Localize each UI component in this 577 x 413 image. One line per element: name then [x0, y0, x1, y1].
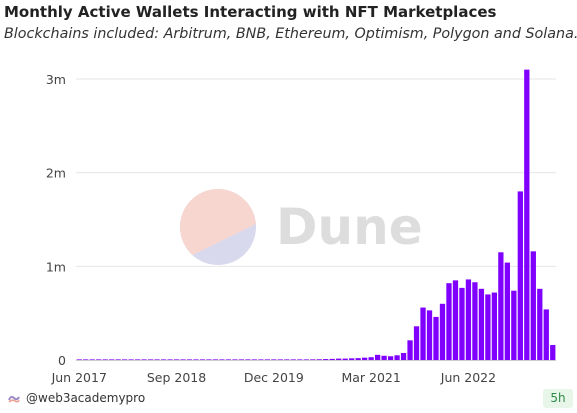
- bar[interactable]: [303, 359, 309, 360]
- dune-logo-icon: [180, 189, 256, 265]
- bar[interactable]: [446, 283, 452, 360]
- bar[interactable]: [290, 359, 296, 360]
- bar[interactable]: [355, 358, 361, 360]
- bar[interactable]: [160, 359, 167, 360]
- bar[interactable]: [537, 288, 543, 360]
- bar[interactable]: [277, 359, 283, 360]
- bar[interactable]: [485, 294, 491, 360]
- bar[interactable]: [368, 357, 374, 360]
- bar[interactable]: [362, 357, 368, 360]
- bar[interactable]: [134, 359, 141, 360]
- bar[interactable]: [128, 359, 134, 360]
- bar[interactable]: [511, 290, 517, 360]
- bar[interactable]: [264, 359, 270, 360]
- chart-title: Monthly Active Wallets Interacting with …: [4, 3, 497, 21]
- bar[interactable]: [452, 280, 459, 360]
- bar[interactable]: [238, 359, 245, 360]
- bar[interactable]: [193, 359, 199, 360]
- bar[interactable]: [433, 316, 439, 360]
- x-tick-label: Sep 2018: [147, 370, 206, 385]
- bar[interactable]: [316, 359, 322, 360]
- bar[interactable]: [232, 359, 238, 360]
- bar[interactable]: [413, 326, 420, 360]
- bar[interactable]: [245, 359, 251, 360]
- bar[interactable]: [258, 359, 264, 360]
- bar[interactable]: [323, 359, 329, 360]
- x-tick-label: Mar 2021: [341, 370, 400, 385]
- bar[interactable]: [550, 345, 556, 360]
- bar[interactable]: [284, 359, 290, 360]
- y-tick-label: 3m: [46, 72, 66, 87]
- dune-watermark: Dune: [180, 189, 423, 265]
- bar[interactable]: [374, 354, 381, 360]
- bar[interactable]: [115, 359, 121, 360]
- bar[interactable]: [465, 279, 472, 360]
- bar[interactable]: [407, 340, 413, 360]
- bar[interactable]: [141, 359, 147, 360]
- x-tick-label: Jun 2017: [51, 370, 107, 385]
- bar[interactable]: [271, 359, 277, 360]
- bar[interactable]: [122, 359, 128, 360]
- bar[interactable]: [524, 69, 530, 360]
- bar[interactable]: [426, 310, 433, 360]
- bar[interactable]: [167, 359, 173, 360]
- bar[interactable]: [206, 359, 212, 360]
- dune-watermark-text: Dune: [276, 198, 423, 256]
- bar[interactable]: [517, 191, 523, 360]
- bar[interactable]: [349, 358, 355, 360]
- y-tick-label: 2m: [46, 166, 66, 181]
- bar[interactable]: [394, 355, 400, 360]
- bar[interactable]: [83, 359, 89, 360]
- dune-wave-icon: [8, 395, 20, 403]
- bar[interactable]: [310, 359, 316, 360]
- bar[interactable]: [472, 282, 478, 360]
- x-tick-label: Dec 2019: [244, 370, 304, 385]
- bar[interactable]: [530, 251, 536, 360]
- bar[interactable]: [381, 355, 387, 360]
- bar[interactable]: [147, 359, 154, 360]
- bar[interactable]: [173, 359, 180, 360]
- bar[interactable]: [89, 359, 95, 360]
- last-updated-badge: 5h: [543, 389, 573, 408]
- bar[interactable]: [459, 287, 465, 360]
- bar[interactable]: [154, 359, 160, 360]
- bar[interactable]: [491, 292, 498, 360]
- bar[interactable]: [219, 359, 225, 360]
- bar[interactable]: [109, 359, 115, 360]
- bar[interactable]: [439, 303, 446, 360]
- bar[interactable]: [212, 359, 219, 360]
- bar[interactable]: [186, 359, 193, 360]
- bar[interactable]: [329, 358, 335, 360]
- bar[interactable]: [96, 359, 102, 360]
- bar[interactable]: [420, 307, 426, 360]
- x-tick-label: Jun 2022: [440, 370, 496, 385]
- bar[interactable]: [251, 359, 258, 360]
- bar[interactable]: [543, 309, 549, 360]
- bar[interactable]: [225, 359, 232, 360]
- y-tick-label: 1m: [46, 259, 66, 274]
- bar[interactable]: [336, 358, 342, 360]
- bar[interactable]: [387, 356, 394, 360]
- bar[interactable]: [76, 359, 82, 360]
- bar[interactable]: [180, 359, 186, 360]
- bar[interactable]: [400, 352, 407, 360]
- chart-subtitle: Blockchains included: Arbitrum, BNB, Eth…: [4, 26, 577, 42]
- bar[interactable]: [342, 358, 348, 360]
- bar[interactable]: [199, 359, 206, 360]
- bar[interactable]: [102, 359, 108, 360]
- y-tick-label: 0: [58, 353, 66, 368]
- bar[interactable]: [504, 262, 510, 360]
- bar[interactable]: [297, 359, 303, 360]
- bar[interactable]: [498, 252, 504, 360]
- bar[interactable]: [478, 288, 485, 360]
- author-handle[interactable]: @web3academypro: [26, 391, 146, 405]
